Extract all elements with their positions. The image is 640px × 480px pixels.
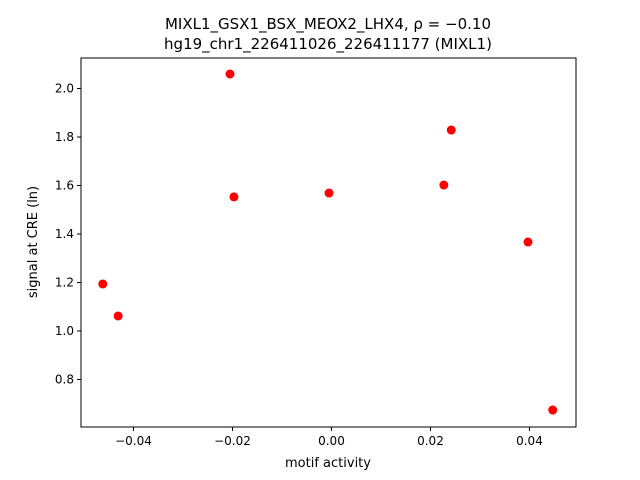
chart-subtitle: hg19_chr1_226411026_226411177 (MIXL1) (164, 35, 492, 54)
x-tick-label: 0.02 (417, 434, 444, 448)
chart-title: MIXL1_GSX1_BSX_MEOX2_LHX4, ρ = −0.10 (165, 15, 491, 34)
x-axis-label: motif activity (285, 456, 371, 471)
x-tick-label: 0.04 (516, 434, 543, 448)
y-tick-label: 1.8 (55, 130, 74, 144)
point (98, 279, 108, 289)
x-tick-label: −0.02 (214, 434, 251, 448)
x-tick-label: 0.00 (318, 434, 345, 448)
point (548, 405, 558, 415)
y-tick-label: 1.0 (55, 324, 74, 338)
y-tick-label: 1.4 (55, 227, 74, 241)
x-tick-label: −0.04 (115, 434, 152, 448)
point (324, 188, 334, 198)
point (225, 69, 235, 79)
point (446, 125, 456, 135)
y-tick-label: 1.6 (55, 179, 74, 193)
y-tick-label: 0.8 (55, 372, 74, 386)
point (113, 311, 123, 321)
point (523, 237, 533, 247)
point (229, 192, 239, 202)
y-axis-label: signal at CRE (ln) (26, 186, 41, 298)
plot-frame (80, 57, 577, 428)
point (439, 180, 449, 190)
y-tick-label: 1.2 (55, 276, 74, 290)
y-tick-label: 2.0 (55, 82, 74, 96)
